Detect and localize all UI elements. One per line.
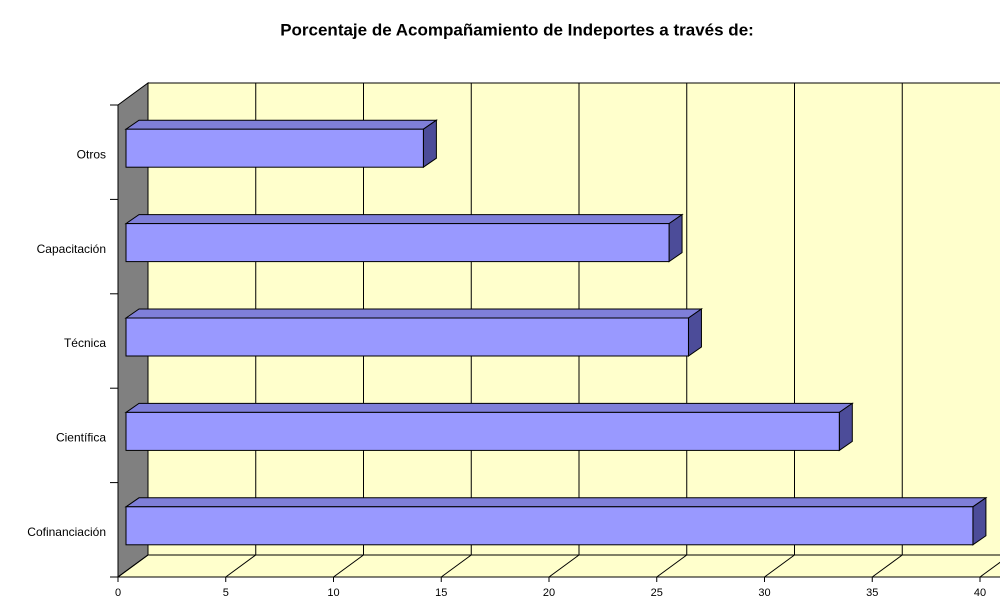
bar-side bbox=[422, 119, 437, 169]
bar-side bbox=[668, 213, 683, 263]
bar-side bbox=[687, 308, 702, 357]
y-tick-label: Cofinanciación bbox=[27, 525, 106, 539]
x-tick-label: 20 bbox=[543, 587, 555, 598]
floor-grid-line bbox=[764, 554, 795, 578]
floor-grid-line bbox=[333, 554, 364, 578]
bar bbox=[125, 223, 670, 263]
bar bbox=[125, 317, 689, 357]
x-tick-label: 35 bbox=[866, 587, 878, 598]
y-tick-label: Otros bbox=[77, 147, 106, 161]
x-tick-label: 10 bbox=[327, 587, 339, 598]
floor-grid-line bbox=[871, 554, 903, 578]
y-tick-label: Científica bbox=[56, 431, 106, 445]
x-tick-label: 30 bbox=[758, 587, 770, 598]
floor-grid-line bbox=[548, 554, 580, 578]
floor-grid-line bbox=[656, 554, 688, 578]
y-tick-label: Capacitación bbox=[37, 242, 106, 256]
x-tick-label: 25 bbox=[651, 587, 663, 598]
floor-grid-line bbox=[117, 554, 149, 578]
chart-title: Porcentaje de Acompañamiento de Indeport… bbox=[280, 20, 754, 39]
y-tick-label: Técnica bbox=[64, 336, 106, 350]
x-tick-label: 0 bbox=[115, 587, 121, 598]
bar bbox=[125, 506, 974, 546]
bar-top bbox=[124, 119, 438, 130]
bar-side bbox=[838, 402, 853, 452]
bar-top bbox=[124, 214, 684, 225]
floor-grid-line bbox=[979, 561, 1000, 578]
bar-top bbox=[124, 308, 704, 319]
floor-grid-line bbox=[440, 554, 472, 578]
bar bbox=[125, 411, 840, 451]
bar-top bbox=[124, 497, 988, 508]
x-tick-label: 5 bbox=[223, 587, 229, 598]
x-tick-label: 40 bbox=[974, 587, 986, 598]
bar bbox=[125, 128, 424, 168]
floor bbox=[116, 554, 1000, 578]
bar-top bbox=[124, 402, 854, 413]
bar-side bbox=[972, 496, 987, 546]
floor-grid-line bbox=[225, 554, 257, 578]
x-tick-label: 15 bbox=[435, 587, 447, 598]
